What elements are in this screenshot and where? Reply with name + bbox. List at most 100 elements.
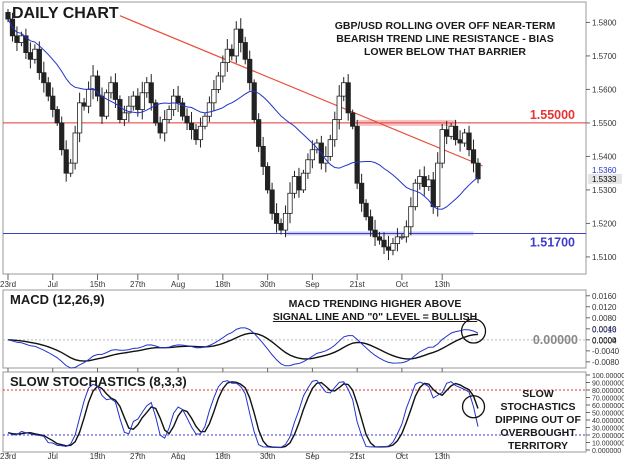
candle-body — [117, 99, 123, 120]
candle-body — [470, 149, 477, 164]
stoch-annotation-line: SLOW STOCHASTICS — [500, 388, 576, 413]
candle-body — [179, 102, 186, 117]
price-xtick-label: 18th — [215, 280, 231, 289]
price-xtick-label: 27th — [130, 280, 146, 289]
price-xtick-label: 23rd — [0, 280, 16, 289]
candle-body — [466, 132, 472, 151]
candle-body — [90, 75, 96, 90]
candle-body — [148, 82, 154, 104]
stoch-xtick-label: Aug — [171, 452, 185, 460]
macd-value-label: 0.0016 — [592, 325, 617, 334]
macd-line — [7, 327, 479, 369]
candle-body — [23, 35, 29, 53]
price-xtick-label: 15th — [90, 280, 106, 289]
candle-body — [63, 149, 69, 174]
price-annotation: GBP/USD ROLLING OVER OFF NEAR-TERM BEARI… — [320, 20, 570, 59]
candle-body — [126, 105, 132, 114]
stoch-annotation: SLOW STOCHASTICS DIPPING OUT OF OVERBOUG… — [488, 388, 588, 453]
candle-body — [461, 132, 468, 144]
macd-ytick-label: 0.0080 — [592, 314, 617, 323]
candle-body — [184, 115, 190, 124]
candle-body — [435, 162, 441, 208]
candle-body — [341, 82, 347, 97]
candle-body — [121, 112, 127, 120]
candle-body — [85, 89, 92, 107]
price-xtick-label: Aug — [171, 280, 185, 289]
price-ytick-label: 1.5100 — [592, 253, 617, 262]
candle-body — [278, 223, 284, 231]
stoch-ytick-label: 70.000000 — [592, 396, 624, 403]
candle-body — [296, 176, 302, 191]
candle-body — [439, 129, 445, 164]
candle-body — [421, 176, 427, 187]
last-price-tag — [588, 173, 622, 184]
candle-body — [41, 72, 47, 84]
candle-body — [444, 129, 450, 137]
candle-body — [269, 189, 275, 214]
candle-body — [372, 229, 378, 238]
candle-body — [18, 35, 25, 43]
candle-body — [242, 42, 248, 60]
moving-average-line — [7, 18, 479, 210]
candle-body — [385, 246, 392, 251]
price-ytick-label: 1.5300 — [592, 186, 617, 195]
candle-body — [251, 82, 257, 120]
candle-body — [206, 102, 213, 117]
price-annotation-line: LOWER BELOW THAT BARRIER — [364, 46, 526, 58]
ma-price-label: 1.5360 — [592, 166, 617, 175]
candle-body — [399, 236, 405, 239]
candle-body — [327, 139, 333, 157]
candle-body — [426, 179, 432, 187]
candle-body — [215, 75, 221, 90]
candle-body — [175, 95, 181, 104]
stoch-xtick-label: 27th — [130, 452, 146, 460]
candle-body — [139, 92, 145, 110]
candle-body — [256, 119, 262, 147]
macd-zero-label: 0.00000 — [533, 333, 578, 347]
stoch-layer — [3, 379, 586, 449]
price-ytick-label: 1.5600 — [592, 85, 617, 94]
candle-body — [430, 179, 436, 208]
macd-annotation-line: MACD TRENDING HIGHER ABOVE — [288, 298, 462, 310]
candle-body — [14, 35, 20, 43]
candle-body — [5, 11, 11, 20]
candle-body — [72, 132, 78, 164]
candle-body — [247, 58, 253, 84]
candle-body — [408, 206, 414, 228]
candle-body — [381, 239, 387, 248]
stoch-d-line — [7, 381, 479, 449]
candle-body — [45, 82, 51, 97]
support-label: 1.51700 — [530, 235, 575, 249]
candle-body — [68, 162, 74, 174]
stoch-pane — [2, 371, 587, 453]
stoch-annotation-line: DIPPING OUT OF — [495, 414, 581, 426]
candle-body — [59, 122, 65, 151]
candle-body — [144, 82, 150, 94]
candle-body — [32, 48, 38, 60]
candle-body — [166, 109, 172, 120]
stoch-ytick-label: 90.000000 — [592, 381, 624, 388]
stoch-ytick-label: 10.000000 — [592, 441, 624, 448]
candle-body — [265, 166, 271, 191]
candle-body — [202, 115, 208, 127]
macd-ytick-label: 0.0000 — [592, 336, 617, 345]
candle-body — [282, 212, 289, 231]
macd-annotation: MACD TRENDING HIGHER ABOVE SIGNAL LINE A… — [255, 298, 495, 324]
price-xtick-label: 30th — [260, 280, 276, 289]
stoch-ytick-label: 60.000000 — [592, 403, 624, 410]
macd-value-label: 0.0004 — [592, 337, 617, 346]
stoch-ytick-label: 100.000000 — [592, 373, 624, 380]
candle-body — [233, 28, 239, 57]
candle-body — [94, 75, 101, 97]
stoch-xtick-label: 13th — [434, 452, 450, 460]
candle-body — [390, 243, 396, 251]
candle-body — [475, 162, 481, 180]
stoch-ytick-label: 80.000000 — [592, 388, 624, 395]
candle-body — [211, 89, 217, 104]
stoch-xtick-label: 15th — [90, 452, 106, 460]
stoch-k-line — [7, 379, 479, 449]
price-annotation-line: GBP/USD ROLLING OVER OFF NEAR-TERM — [334, 20, 556, 32]
resistance-zone — [357, 119, 456, 126]
candle-body — [394, 236, 401, 244]
